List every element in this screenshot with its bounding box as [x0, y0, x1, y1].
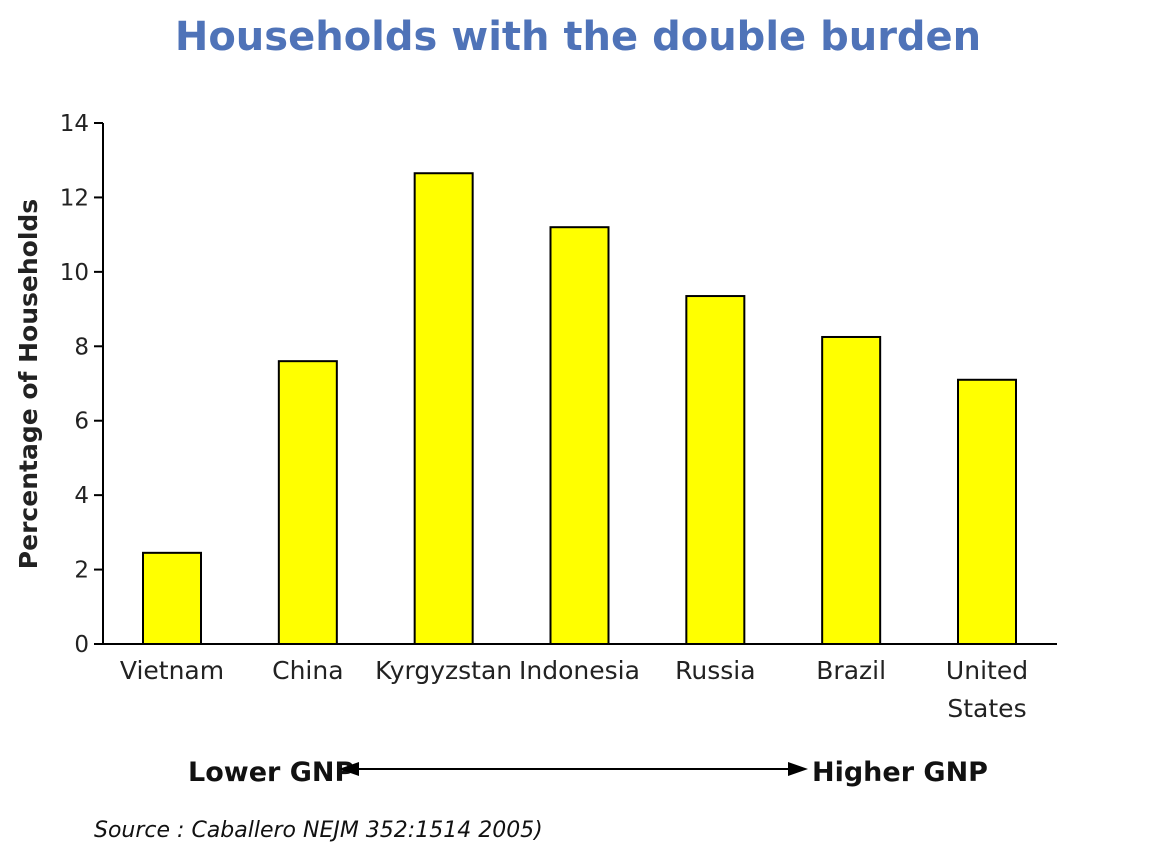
x-tick-label: Brazil	[816, 656, 886, 685]
y-tick-label: 10	[60, 260, 89, 286]
bar-china	[277, 360, 338, 645]
y-tick-label: 6	[74, 409, 89, 435]
y-tick-label: 14	[60, 111, 89, 137]
bar-vietnam	[142, 551, 202, 646]
x-tick-label: Kyrgyzstan	[375, 656, 512, 685]
bar-kyrgyzstan	[413, 172, 474, 645]
x-tick-label-line: Vietnam	[120, 656, 224, 685]
lower-gnp-label: Lower GNP	[188, 757, 354, 788]
bar-indonesia	[549, 226, 610, 645]
y-tick-label: 8	[74, 334, 89, 360]
bars	[142, 172, 1017, 646]
y-tick-label: 12	[60, 185, 89, 211]
x-axis-labels: Vietnam China Kyrgyzstan Indonesia Russia Bra…	[120, 656, 1028, 723]
x-tick-label-line: Kyrgyzstan	[375, 656, 512, 685]
y-axis-ticks: 0 2 4 6 8 10 12 14	[60, 111, 103, 658]
x-tick-label: Indonesia	[519, 656, 640, 685]
source-citation: Source : Caballero NEJM 352:1514 2005)	[94, 818, 543, 843]
chart-title: Households with the double burden	[175, 14, 981, 60]
x-tick-label-line: Brazil	[816, 656, 886, 685]
x-tick-label: Vietnam	[120, 656, 224, 685]
x-tick-label-line: United	[946, 656, 1028, 685]
y-tick-label: 0	[74, 632, 89, 658]
y-axis-label: Percentage of Households	[14, 199, 43, 569]
gnp-arrow	[339, 762, 808, 776]
higher-gnp-label: Higher GNP	[812, 757, 988, 788]
x-tick-label-line: Russia	[675, 656, 755, 685]
bar-russia	[685, 295, 746, 645]
y-tick-label: 2	[74, 558, 89, 584]
x-tick-label: Russia	[675, 656, 755, 685]
bar-brazil	[821, 335, 882, 645]
x-tick-label: United States	[946, 656, 1028, 723]
x-tick-label: China	[272, 656, 343, 685]
x-tick-label-line: Indonesia	[519, 656, 640, 685]
y-tick-label: 4	[74, 483, 89, 509]
bar-united-states	[957, 378, 1017, 645]
x-tick-label-line: China	[272, 656, 343, 685]
x-tick-label-line: States	[947, 694, 1026, 723]
